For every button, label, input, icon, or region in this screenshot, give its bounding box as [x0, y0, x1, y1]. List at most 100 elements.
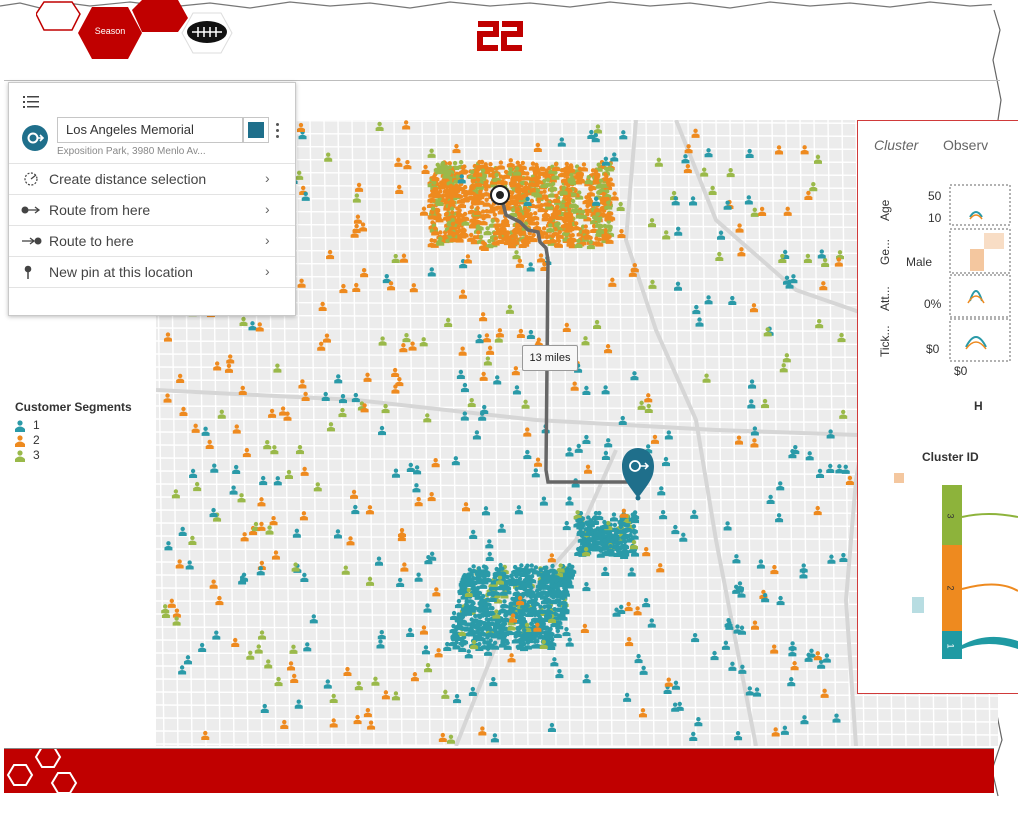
- customer-marker[interactable]: [624, 601, 633, 612]
- customer-marker[interactable]: [565, 447, 574, 457]
- customer-marker[interactable]: [382, 273, 391, 284]
- customer-marker[interactable]: [469, 600, 478, 611]
- customer-marker[interactable]: [799, 569, 808, 579]
- customer-marker[interactable]: [414, 496, 423, 507]
- customer-marker[interactable]: [268, 408, 277, 418]
- customer-marker[interactable]: [623, 692, 632, 702]
- customer-marker[interactable]: [534, 199, 543, 209]
- customer-marker[interactable]: [572, 221, 581, 231]
- customer-marker[interactable]: [279, 406, 288, 416]
- customer-marker[interactable]: [239, 316, 248, 327]
- customer-marker[interactable]: [280, 719, 289, 730]
- customer-marker[interactable]: [462, 602, 471, 612]
- customer-marker[interactable]: [634, 653, 643, 664]
- customer-marker[interactable]: [240, 532, 249, 542]
- customer-marker[interactable]: [788, 647, 797, 657]
- customer-marker[interactable]: [523, 208, 532, 218]
- customer-marker[interactable]: [612, 540, 621, 550]
- customer-marker[interactable]: [359, 222, 368, 232]
- customer-marker[interactable]: [229, 485, 238, 495]
- customer-marker[interactable]: [516, 595, 525, 606]
- customer-marker[interactable]: [467, 232, 476, 242]
- customer-marker[interactable]: [189, 468, 198, 478]
- customer-marker[interactable]: [414, 572, 423, 582]
- customer-marker[interactable]: [485, 239, 494, 249]
- customer-marker[interactable]: [523, 171, 532, 181]
- customer-marker[interactable]: [723, 521, 732, 531]
- customer-marker[interactable]: [591, 535, 600, 546]
- customer-marker[interactable]: [662, 230, 671, 240]
- customer-marker[interactable]: [637, 400, 646, 410]
- customer-marker[interactable]: [505, 304, 514, 314]
- customer-marker[interactable]: [832, 713, 841, 723]
- customer-marker[interactable]: [689, 731, 698, 741]
- customer-marker[interactable]: [533, 639, 542, 649]
- customer-marker[interactable]: [671, 524, 680, 535]
- customer-marker[interactable]: [489, 676, 498, 687]
- customer-marker[interactable]: [512, 250, 521, 260]
- customer-marker[interactable]: [681, 154, 690, 164]
- customer-marker[interactable]: [493, 218, 502, 228]
- customer-marker[interactable]: [737, 247, 746, 257]
- customer-marker[interactable]: [627, 567, 636, 577]
- tab-cluster[interactable]: Cluster: [874, 137, 919, 153]
- customer-marker[interactable]: [691, 128, 700, 138]
- customer-marker[interactable]: [322, 333, 331, 343]
- customer-marker[interactable]: [539, 639, 548, 649]
- customer-marker[interactable]: [826, 463, 835, 473]
- customer-marker[interactable]: [343, 666, 352, 677]
- customer-marker[interactable]: [515, 258, 524, 268]
- customer-marker[interactable]: [597, 541, 606, 551]
- customer-marker[interactable]: [679, 532, 688, 542]
- customer-marker[interactable]: [511, 564, 520, 575]
- customer-marker[interactable]: [514, 183, 523, 193]
- customer-marker[interactable]: [300, 572, 309, 582]
- customer-marker[interactable]: [475, 195, 484, 205]
- customer-marker[interactable]: [559, 595, 568, 606]
- customer-marker[interactable]: [628, 512, 637, 522]
- customer-marker[interactable]: [213, 361, 222, 371]
- customer-marker[interactable]: [217, 409, 226, 419]
- customer-marker[interactable]: [329, 693, 338, 703]
- customer-marker[interactable]: [570, 381, 579, 391]
- customer-marker[interactable]: [198, 642, 207, 653]
- customer-marker[interactable]: [692, 304, 701, 315]
- customer-marker[interactable]: [497, 523, 506, 533]
- customer-marker[interactable]: [750, 207, 759, 217]
- customer-marker[interactable]: [790, 661, 799, 671]
- customer-marker[interactable]: [460, 164, 469, 174]
- customer-marker[interactable]: [269, 516, 278, 526]
- customer-marker[interactable]: [443, 641, 452, 652]
- customer-marker[interactable]: [400, 562, 409, 572]
- customer-marker[interactable]: [674, 281, 683, 291]
- customer-marker[interactable]: [610, 152, 619, 162]
- customer-marker[interactable]: [728, 661, 737, 671]
- customer-marker[interactable]: [391, 253, 400, 264]
- customer-marker[interactable]: [215, 595, 224, 606]
- customer-marker[interactable]: [567, 172, 576, 182]
- customer-marker[interactable]: [839, 552, 848, 563]
- customer-marker[interactable]: [313, 482, 322, 492]
- customer-marker[interactable]: [421, 164, 430, 174]
- menu-new-pin[interactable]: New pin at this location ›: [9, 256, 295, 287]
- customer-marker[interactable]: [399, 343, 408, 353]
- customer-marker[interactable]: [381, 403, 390, 414]
- customer-marker[interactable]: [265, 525, 274, 535]
- customer-marker[interactable]: [402, 333, 411, 343]
- customer-marker[interactable]: [176, 373, 185, 383]
- customer-marker[interactable]: [470, 639, 479, 650]
- customer-marker[interactable]: [671, 702, 680, 712]
- customer-marker[interactable]: [565, 496, 574, 506]
- customer-marker[interactable]: [537, 617, 546, 627]
- menu-route-to-here[interactable]: Route to here ›: [9, 225, 295, 256]
- customer-marker[interactable]: [604, 200, 613, 210]
- customer-marker[interactable]: [333, 529, 342, 539]
- customer-marker[interactable]: [326, 422, 335, 432]
- customer-marker[interactable]: [484, 646, 493, 656]
- customer-marker[interactable]: [531, 612, 540, 622]
- customer-marker[interactable]: [300, 466, 309, 476]
- customer-marker[interactable]: [561, 587, 570, 597]
- customer-marker[interactable]: [473, 205, 482, 216]
- customer-marker[interactable]: [303, 642, 312, 652]
- customer-marker[interactable]: [301, 391, 310, 401]
